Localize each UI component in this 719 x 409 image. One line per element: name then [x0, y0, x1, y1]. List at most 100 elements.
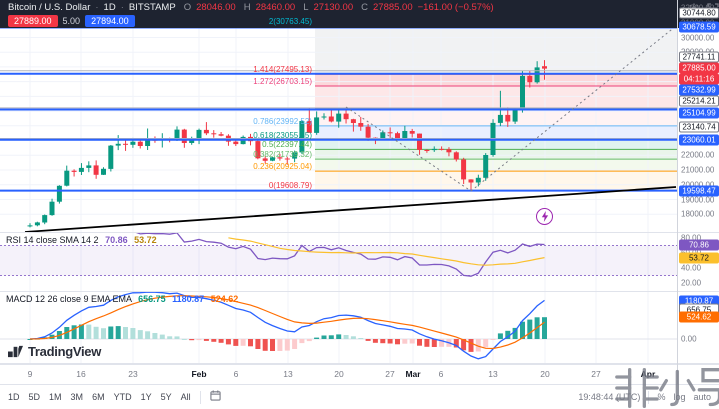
range-button-5y[interactable]: 5Y [160, 392, 172, 402]
rsi-value-badge: 53.72 [679, 252, 719, 264]
time-tick: 27 [385, 369, 395, 379]
macd-hist-bar [181, 338, 187, 340]
auto-scale-button[interactable]: auto [693, 392, 711, 402]
macd-hist-bar [402, 339, 408, 344]
sell-price-button[interactable]: 27889.00 [8, 15, 58, 27]
macd-hist-bar [490, 339, 496, 340]
separator: · [95, 1, 99, 13]
chart-header: Bitcoin / U.S. Dollar · 1D · BITSTAMP O … [0, 0, 719, 28]
candle [78, 167, 84, 172]
separator: · [120, 1, 124, 13]
range-button-3m[interactable]: 3M [70, 392, 84, 402]
price-tick: 22000.00 [681, 150, 715, 160]
candle [211, 133, 217, 135]
macd-hist-bar [255, 339, 261, 349]
quick-trade-lightning-button[interactable] [536, 208, 553, 225]
interval-button[interactable]: 1D [103, 1, 116, 13]
macd-hist-bar [468, 339, 474, 352]
macd-hist-bar [343, 335, 349, 339]
calendar-icon [209, 390, 221, 401]
macd-hist-bar [71, 325, 77, 339]
macd-hist-bar [159, 334, 165, 339]
candle [255, 141, 261, 159]
macd-pane[interactable]: MACD 12 26 close 9 EMA EMA 656.75 1180.8… [0, 291, 677, 364]
range-button-5d[interactable]: 5D [28, 392, 41, 402]
candle [196, 129, 202, 139]
price-tick: 19000.00 [681, 195, 715, 204]
macd-legend-title[interactable]: MACD 12 26 close 9 EMA EMA [6, 294, 132, 304]
candle [115, 143, 121, 146]
pane-separator[interactable] [0, 232, 719, 233]
time-tick: 20 [334, 369, 344, 379]
macd-hist-bar [145, 331, 151, 339]
rsi-sma-value: 53.72 [134, 235, 157, 245]
macd-hist-bar [101, 328, 106, 339]
candle [174, 129, 180, 141]
symbol-title[interactable]: Bitcoin / U.S. Dollar [8, 1, 91, 13]
candle [417, 133, 422, 150]
rsi-tick: 40.00 [681, 263, 702, 273]
price-chart-canvas[interactable] [0, 0, 677, 233]
tradingview-logo[interactable]: TradingView [8, 344, 101, 359]
macd-signal-line [29, 295, 545, 350]
price-chart-pane[interactable] [0, 0, 677, 233]
candle [343, 113, 349, 120]
price-scale[interactable]: 32000.0031000.0030000.0029000.0028000.00… [677, 0, 719, 384]
price-label: 27532.99 [679, 84, 719, 96]
candle [101, 168, 106, 175]
time-tick: 27 [591, 369, 601, 379]
candle [277, 157, 283, 159]
fib-trend-dotted-line [345, 106, 472, 192]
candle [395, 133, 400, 139]
macd-hist-bar [380, 339, 386, 344]
macd-value-badge: 1180.87 [679, 295, 719, 307]
macd-canvas[interactable] [0, 291, 677, 364]
range-button-1m[interactable]: 1M [49, 392, 62, 402]
toolbar-right-group: 19:48:44 (UTC) % log auto [578, 390, 711, 404]
range-button-ytd[interactable]: YTD [113, 392, 132, 402]
price-label: 30678.59 [679, 21, 719, 33]
range-button-6m[interactable]: 6M [92, 392, 105, 402]
candle [233, 141, 239, 145]
fib-band [315, 26, 677, 75]
rsi-canvas[interactable] [0, 233, 677, 291]
macd-hist-bar [350, 336, 356, 339]
price-label: 04:11:16 [679, 73, 719, 85]
macd-hist-bar [387, 339, 393, 344]
candle [189, 138, 195, 143]
candle [520, 75, 525, 111]
rsi-pane[interactable]: RSI 14 close SMA 14 2 70.86 53.72 [0, 233, 677, 291]
macd-hist-bar [358, 338, 364, 339]
range-button-all[interactable]: All [180, 392, 191, 402]
buy-price-button[interactable]: 27894.00 [85, 15, 135, 27]
rsi-value: 70.86 [105, 235, 128, 245]
close-value: 27885.00 [373, 1, 413, 13]
range-button-1y[interactable]: 1Y [140, 392, 152, 402]
clock[interactable]: 19:48:44 (UTC) [578, 392, 641, 402]
macd-signal-value: 524.62 [210, 294, 239, 304]
range-button-1d[interactable]: 1D [8, 392, 20, 402]
rsi-legend-title[interactable]: RSI 14 close SMA 14 2 [6, 235, 99, 245]
time-axis[interactable]: 9 16 23 Feb 6 13 20 27 Mar 6 13 20 27 Apr [0, 364, 719, 384]
open-value: 28046.00 [196, 1, 236, 13]
fullscreen-icon[interactable] [707, 3, 719, 15]
candle [461, 159, 467, 180]
price-tick: 20000.00 [681, 180, 714, 189]
candle [358, 123, 364, 127]
time-tick: 9 [27, 369, 33, 379]
bottom-toolbar: 1D 5D 1M 3M 6M YTD 1Y 5Y All 19:48:44 (UTC) % lo… [0, 384, 719, 409]
candle [512, 110, 518, 122]
time-tick: 23 [128, 369, 138, 379]
change-value: −161.00 (−0.57%) [417, 1, 494, 13]
percent-scale-button[interactable]: % [657, 392, 666, 402]
pane-separator[interactable] [0, 291, 719, 292]
macd-hist-bar [475, 339, 481, 352]
price-tick: 18000.00 [681, 209, 715, 219]
log-scale-button[interactable]: log [673, 392, 686, 402]
price-tick: 21000.00 [681, 165, 715, 175]
candle [299, 121, 305, 153]
calendar-button[interactable] [209, 388, 221, 406]
time-tick: 13 [283, 369, 293, 379]
high-label: H [243, 1, 251, 13]
rsi-legend: RSI 14 close SMA 14 2 70.86 53.72 [6, 235, 157, 245]
